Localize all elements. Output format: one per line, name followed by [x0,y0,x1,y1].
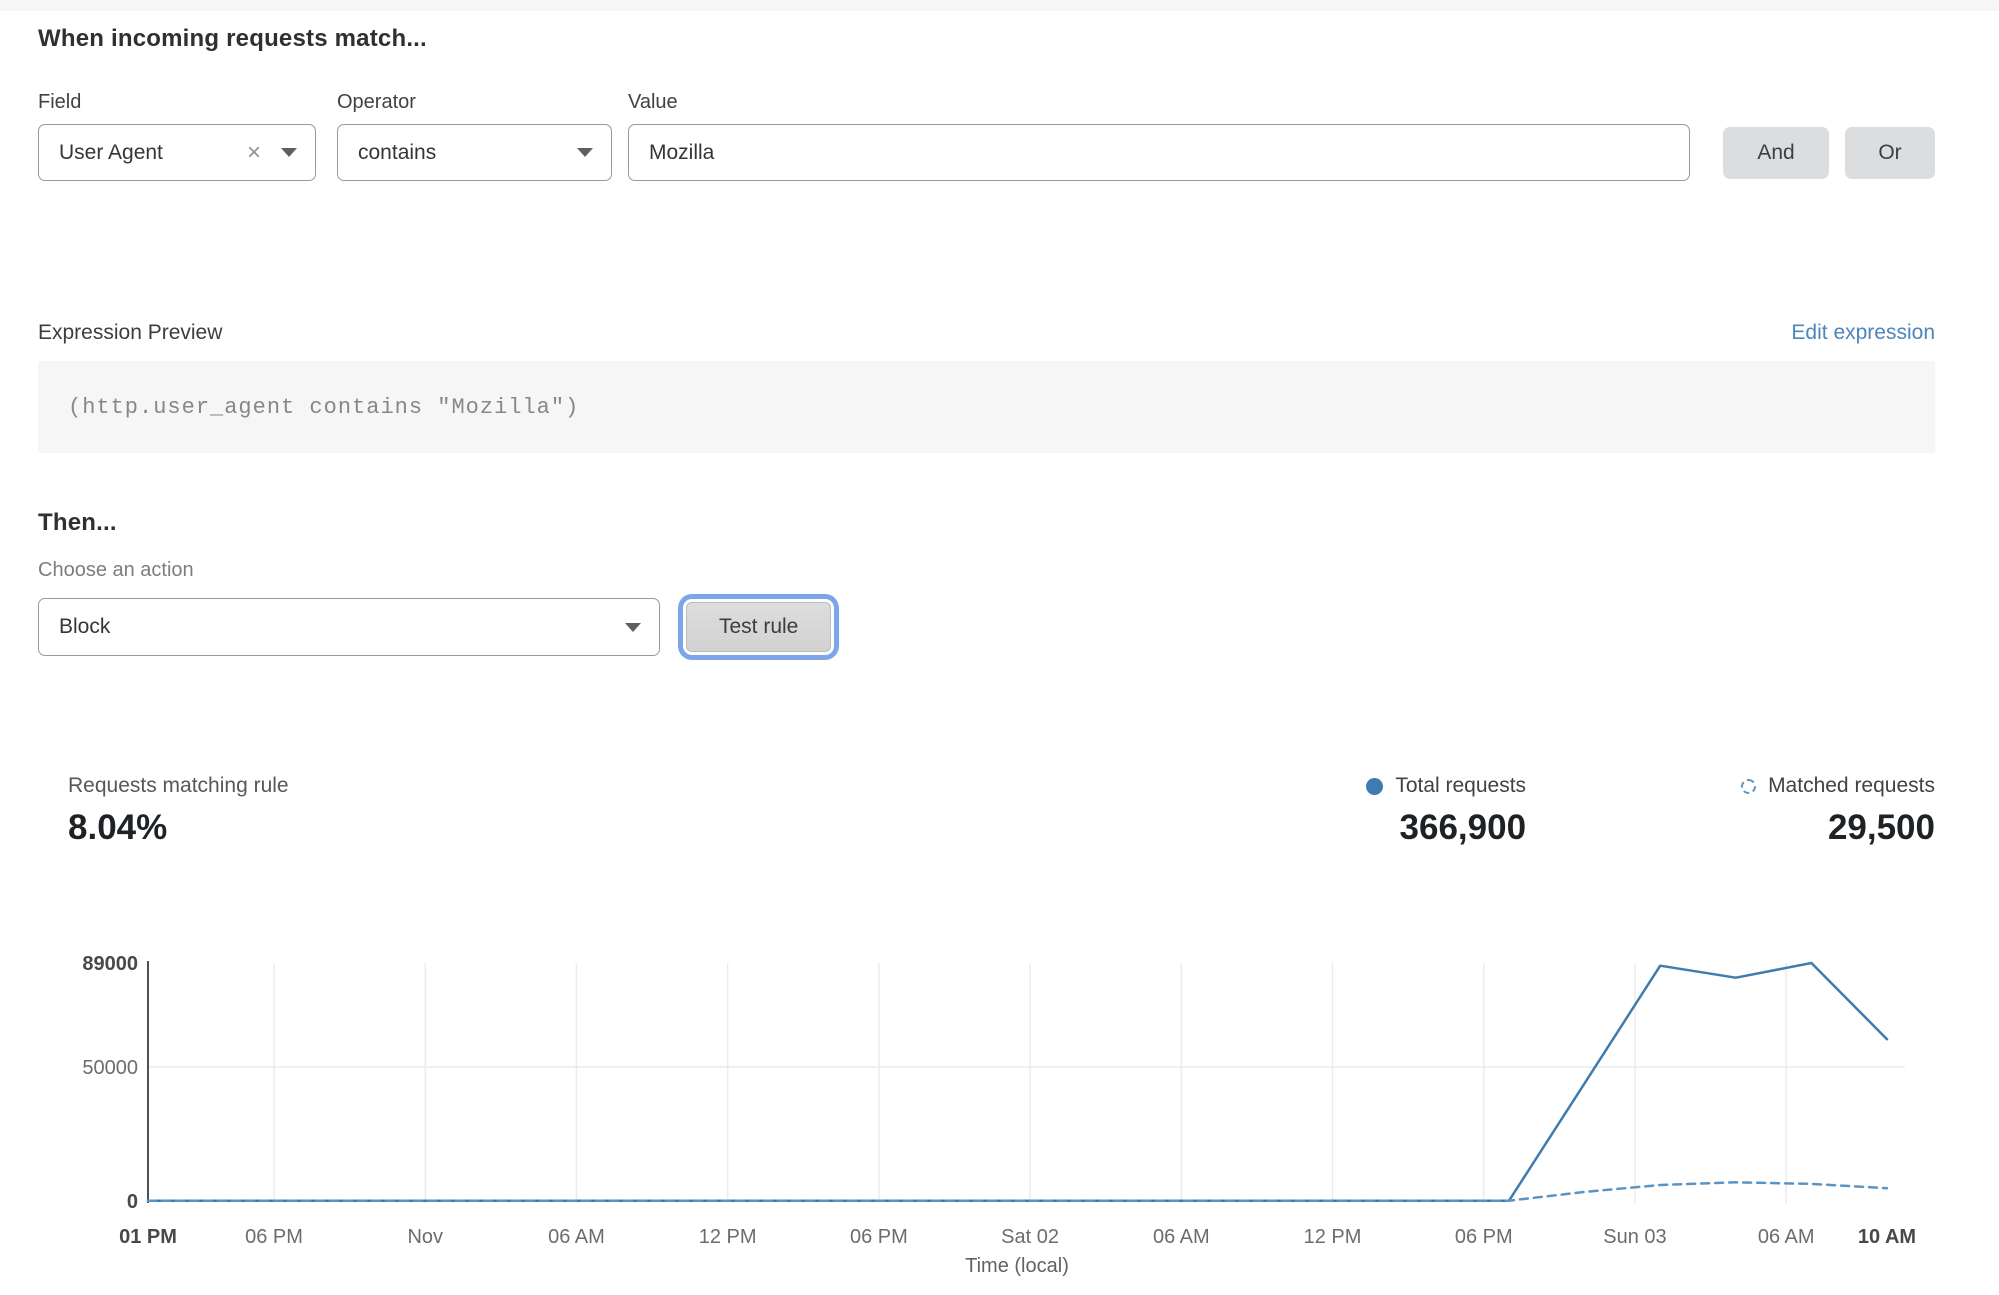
field-select-value: User Agent [59,140,163,164]
chart-series [146,961,1889,1202]
stat-matched-requests: Matched requests 29,500 [1741,774,1935,848]
x-tick-label: 06 AM [1758,1226,1815,1248]
x-tick-label: 12 PM [1304,1226,1362,1248]
chevron-down-icon [281,148,297,157]
stat-matching-label: Requests matching rule [68,774,289,797]
operator-select[interactable]: contains [337,124,612,181]
value-input[interactable] [628,124,1690,181]
x-tick-label: 06 PM [1455,1226,1513,1248]
operator-label: Operator [337,91,416,113]
y-tick-89000: 89000 [82,953,138,975]
top-strip [0,0,1999,11]
requests-chart-svg: 89000 50000 0 01 PM 06 PM Nov 06 AM 12 PM 06 … [82,953,1916,1277]
choose-action-label: Choose an action [38,559,194,581]
field-label: Field [38,91,82,113]
x-tick-label: Nov [407,1226,443,1248]
rule-field-labels: Field Operator Value [38,91,1935,114]
legend-total-label: Total requests [1395,774,1527,797]
rule-builder-row: User Agent × contains And Or [38,124,1935,181]
stats-row: Requests matching rule 8.04% Total reque… [38,774,1935,848]
chevron-down-icon [577,148,593,157]
action-row: Block Test rule [38,598,1935,656]
stat-matched-value: 29,500 [1827,808,1935,847]
series-line-matched [146,1181,1889,1202]
x-tick-label: Sat 02 [1001,1226,1059,1248]
x-tick-label: 10 AM [1858,1226,1916,1248]
value-label: Value [628,91,678,113]
expression-preview-header: Expression Preview Edit expression [38,321,1935,345]
x-tick-label: 01 PM [119,1226,177,1248]
field-select[interactable]: User Agent × [38,124,316,181]
x-tick-label: 06 AM [1153,1226,1210,1248]
expression-code: (http.user_agent contains "Mozilla") [68,394,580,420]
legend-total-requests: Total requests [1366,774,1526,798]
series-line-total [146,961,1889,1202]
stat-total-requests: Total requests 366,900 [1366,774,1526,848]
dashed-circle-icon [1741,778,1757,794]
stat-matching-value: 8.04% [68,808,168,847]
and-button[interactable]: And [1723,126,1829,179]
expression-code-block: (http.user_agent contains "Mozilla") [38,361,1935,453]
x-gridlines [273,963,1787,1203]
x-tick-label: Sun 03 [1603,1226,1666,1248]
operator-select-value: contains [358,140,437,164]
x-tick-label: 12 PM [699,1226,757,1248]
edit-expression-link[interactable]: Edit expression [1791,321,1935,344]
action-select-value: Block [59,615,111,638]
or-button[interactable]: Or [1845,126,1935,179]
x-axis-title: Time (local) [965,1255,1069,1277]
clear-field-icon[interactable]: × [246,138,261,166]
match-section-title: When incoming requests match... [38,25,427,52]
legend-matched-label: Matched requests [1768,774,1935,797]
test-rule-button[interactable]: Test rule [686,602,832,652]
x-tick-label: 06 PM [850,1226,908,1248]
firewall-rule-editor: When incoming requests match... Field Op… [0,11,1999,848]
action-select[interactable]: Block [38,598,660,656]
stat-requests-matching: Requests matching rule 8.04% [68,774,289,848]
legend-matched-requests: Matched requests [1741,774,1935,798]
solid-dot-icon [1366,777,1384,795]
y-tick-0: 0 [127,1191,138,1213]
expression-preview-label: Expression Preview [38,321,223,344]
y-tick-50000: 50000 [82,1057,138,1079]
chevron-down-icon [625,622,641,632]
stat-total-value: 366,900 [1399,808,1527,847]
x-tick-label: 06 PM [245,1226,303,1248]
then-section-title: Then... [38,509,117,536]
x-tick-label: 06 AM [548,1226,605,1248]
x-tick-labels: 01 PM 06 PM Nov 06 AM 12 PM 06 PM Sat 02 06 AM 1… [119,1226,1916,1248]
